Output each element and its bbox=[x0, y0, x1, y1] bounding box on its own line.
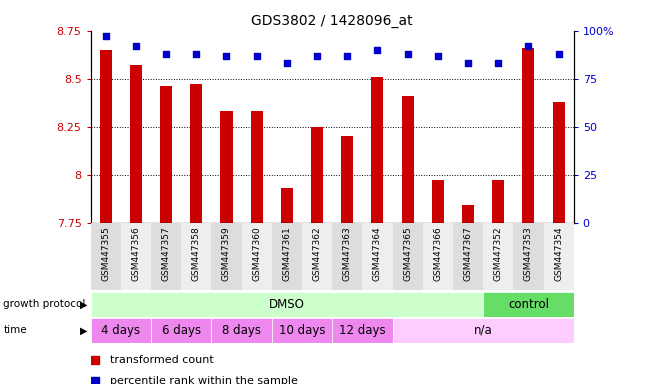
Text: GSM447364: GSM447364 bbox=[373, 226, 382, 281]
FancyBboxPatch shape bbox=[513, 223, 544, 290]
FancyBboxPatch shape bbox=[211, 223, 242, 290]
FancyBboxPatch shape bbox=[151, 223, 181, 290]
Text: 10 days: 10 days bbox=[278, 324, 325, 337]
Text: 8 days: 8 days bbox=[222, 324, 261, 337]
Text: GSM447358: GSM447358 bbox=[192, 226, 201, 281]
Text: growth protocol: growth protocol bbox=[3, 299, 86, 310]
Text: GSM447353: GSM447353 bbox=[524, 226, 533, 281]
Text: GSM447356: GSM447356 bbox=[132, 226, 140, 281]
Point bbox=[554, 51, 564, 57]
FancyBboxPatch shape bbox=[544, 223, 574, 290]
FancyBboxPatch shape bbox=[393, 318, 574, 343]
Text: GSM447352: GSM447352 bbox=[494, 226, 503, 281]
FancyBboxPatch shape bbox=[211, 318, 272, 343]
Text: GSM447367: GSM447367 bbox=[464, 226, 472, 281]
Point bbox=[342, 53, 353, 59]
Text: GSM447365: GSM447365 bbox=[403, 226, 412, 281]
Title: GDS3802 / 1428096_at: GDS3802 / 1428096_at bbox=[252, 14, 413, 28]
Text: 12 days: 12 days bbox=[339, 324, 386, 337]
Point bbox=[403, 51, 413, 57]
Text: 4 days: 4 days bbox=[101, 324, 140, 337]
Point bbox=[252, 53, 262, 59]
Bar bbox=[191, 84, 203, 223]
Point bbox=[221, 53, 232, 59]
FancyBboxPatch shape bbox=[453, 223, 483, 290]
Point bbox=[370, 297, 381, 303]
Text: GSM447361: GSM447361 bbox=[282, 226, 291, 281]
Text: GSM447360: GSM447360 bbox=[252, 226, 261, 281]
Bar bbox=[372, 77, 384, 223]
Point bbox=[130, 43, 141, 49]
Text: transformed count: transformed count bbox=[110, 355, 213, 365]
Bar bbox=[523, 48, 534, 223]
Point bbox=[191, 51, 202, 57]
Text: GSM447355: GSM447355 bbox=[101, 226, 110, 281]
Bar bbox=[341, 136, 353, 223]
Bar bbox=[401, 96, 413, 223]
Bar bbox=[432, 180, 444, 223]
FancyBboxPatch shape bbox=[242, 223, 272, 290]
FancyBboxPatch shape bbox=[332, 318, 393, 343]
FancyBboxPatch shape bbox=[91, 318, 151, 343]
Bar bbox=[99, 50, 111, 223]
FancyBboxPatch shape bbox=[91, 223, 121, 290]
Point bbox=[370, 105, 381, 111]
Bar bbox=[251, 111, 263, 223]
FancyBboxPatch shape bbox=[151, 318, 211, 343]
Point bbox=[463, 60, 474, 66]
FancyBboxPatch shape bbox=[91, 292, 483, 317]
FancyBboxPatch shape bbox=[272, 318, 332, 343]
Text: DMSO: DMSO bbox=[269, 298, 305, 311]
FancyBboxPatch shape bbox=[332, 223, 362, 290]
Bar bbox=[130, 65, 142, 223]
FancyBboxPatch shape bbox=[181, 223, 211, 290]
Text: GSM447362: GSM447362 bbox=[313, 226, 321, 281]
FancyBboxPatch shape bbox=[393, 223, 423, 290]
Text: 6 days: 6 days bbox=[162, 324, 201, 337]
Text: GSM447363: GSM447363 bbox=[343, 226, 352, 281]
Point bbox=[493, 60, 503, 66]
Point bbox=[161, 51, 172, 57]
Point bbox=[311, 53, 323, 59]
Text: ▶: ▶ bbox=[80, 325, 87, 336]
Bar bbox=[311, 127, 323, 223]
Text: ▶: ▶ bbox=[80, 299, 87, 310]
Bar bbox=[553, 102, 565, 223]
Point bbox=[101, 33, 111, 40]
Text: percentile rank within the sample: percentile rank within the sample bbox=[110, 376, 298, 384]
Point bbox=[432, 53, 443, 59]
Text: GSM447357: GSM447357 bbox=[162, 226, 170, 281]
Bar bbox=[280, 188, 293, 223]
Bar bbox=[220, 111, 232, 223]
Point bbox=[372, 47, 382, 53]
Bar bbox=[493, 180, 505, 223]
FancyBboxPatch shape bbox=[423, 223, 453, 290]
FancyBboxPatch shape bbox=[362, 223, 393, 290]
Text: GSM447366: GSM447366 bbox=[433, 226, 442, 281]
Text: control: control bbox=[508, 298, 549, 311]
Text: n/a: n/a bbox=[474, 324, 493, 337]
Text: time: time bbox=[3, 325, 27, 336]
FancyBboxPatch shape bbox=[302, 223, 332, 290]
Point bbox=[523, 43, 534, 49]
FancyBboxPatch shape bbox=[272, 223, 302, 290]
Bar bbox=[462, 205, 474, 223]
FancyBboxPatch shape bbox=[483, 292, 574, 317]
Text: GSM447354: GSM447354 bbox=[554, 226, 563, 281]
Point bbox=[282, 60, 293, 66]
FancyBboxPatch shape bbox=[121, 223, 151, 290]
Bar bbox=[160, 86, 172, 223]
FancyBboxPatch shape bbox=[483, 223, 513, 290]
Text: GSM447359: GSM447359 bbox=[222, 226, 231, 281]
